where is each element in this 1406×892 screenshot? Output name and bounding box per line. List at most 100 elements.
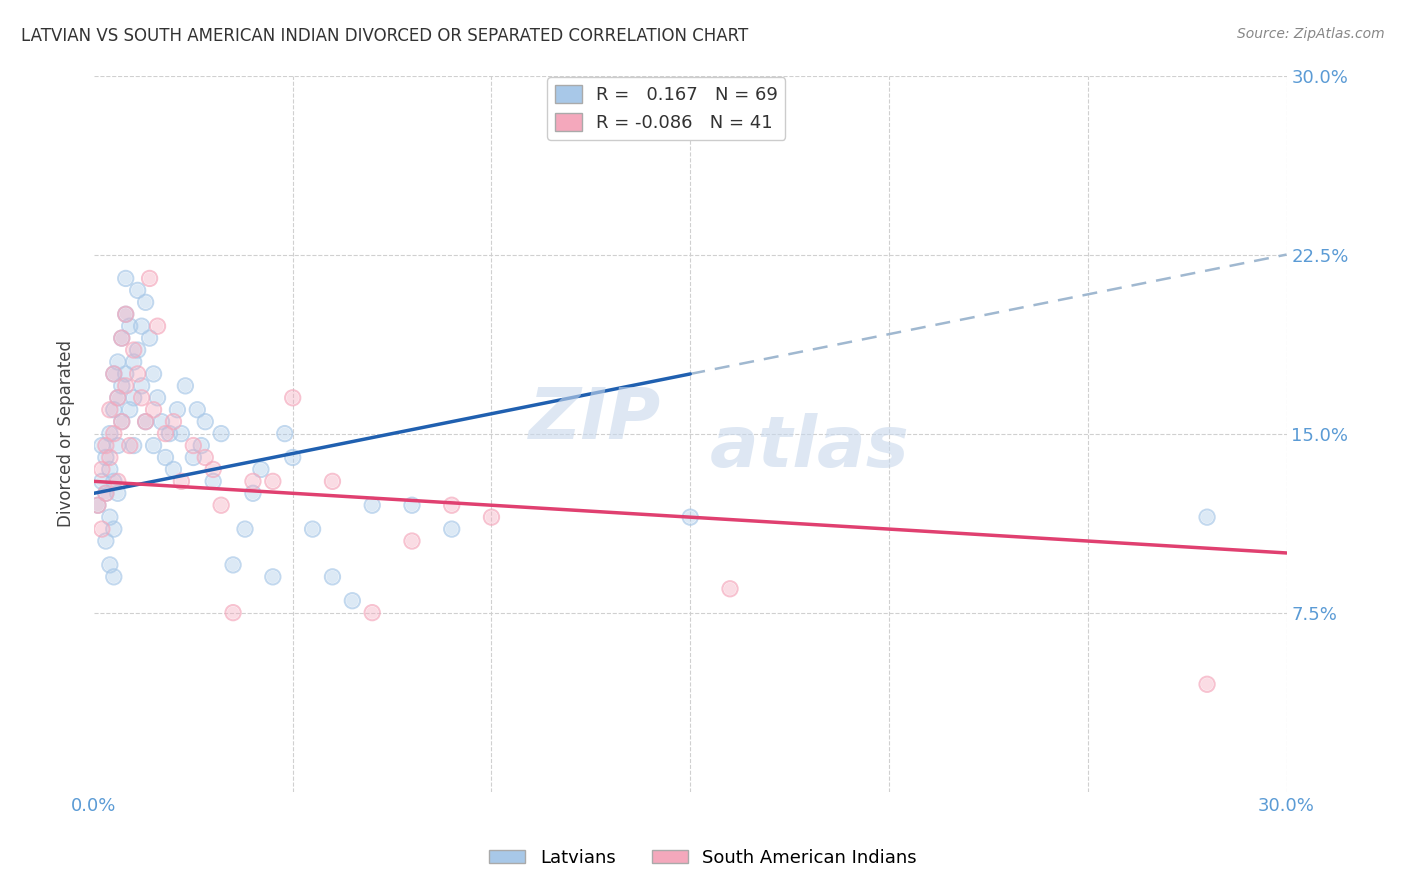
Point <box>301 522 323 536</box>
Point <box>98 510 121 524</box>
Point <box>94 486 117 500</box>
Point <box>146 391 169 405</box>
Point <box>103 367 125 381</box>
Point <box>90 522 112 536</box>
Point <box>274 426 297 441</box>
Point <box>135 295 157 310</box>
Point <box>131 379 153 393</box>
Point <box>98 402 121 417</box>
Point <box>233 522 256 536</box>
Point <box>94 486 117 500</box>
Text: atlas: atlas <box>710 413 910 483</box>
Point <box>103 367 125 381</box>
Point <box>122 355 145 369</box>
Point <box>274 426 297 441</box>
Point <box>98 462 121 476</box>
Y-axis label: Divorced or Separated: Divorced or Separated <box>58 340 75 527</box>
Point <box>162 415 184 429</box>
Point <box>209 426 232 441</box>
Point <box>111 331 134 345</box>
Point <box>90 475 112 489</box>
Point <box>103 475 125 489</box>
Point <box>401 498 423 512</box>
Point <box>127 367 149 381</box>
Point <box>90 438 112 452</box>
Point <box>250 462 273 476</box>
Point <box>209 498 232 512</box>
Point <box>111 331 134 345</box>
Point <box>321 475 343 489</box>
Point <box>146 391 169 405</box>
Point <box>202 475 225 489</box>
Point <box>103 475 125 489</box>
Point <box>111 379 134 393</box>
Point <box>194 450 217 465</box>
Point <box>98 402 121 417</box>
Point <box>111 415 134 429</box>
Point <box>122 355 145 369</box>
Point <box>440 498 463 512</box>
Point <box>103 426 125 441</box>
Point <box>242 475 264 489</box>
Point <box>107 391 129 405</box>
Point <box>107 475 129 489</box>
Point <box>142 402 165 417</box>
Point <box>94 534 117 549</box>
Point <box>103 522 125 536</box>
Point <box>361 606 384 620</box>
Point <box>242 486 264 500</box>
Point <box>560 92 582 106</box>
Point <box>142 438 165 452</box>
Point <box>90 522 112 536</box>
Point <box>401 534 423 549</box>
Point <box>174 379 197 393</box>
Point <box>262 570 284 584</box>
Point <box>114 307 136 321</box>
Point <box>98 558 121 572</box>
Point <box>90 475 112 489</box>
Point <box>142 438 165 452</box>
Point <box>103 570 125 584</box>
Point <box>401 534 423 549</box>
Point <box>142 367 165 381</box>
Point <box>87 498 110 512</box>
Point <box>321 475 343 489</box>
Point <box>202 475 225 489</box>
Point <box>87 498 110 512</box>
Point <box>127 343 149 357</box>
Point <box>142 402 165 417</box>
Point <box>138 331 160 345</box>
Point <box>361 498 384 512</box>
Point <box>118 438 141 452</box>
Point <box>135 415 157 429</box>
Point <box>146 319 169 334</box>
Point <box>170 475 193 489</box>
Point <box>1197 677 1219 691</box>
Point <box>146 319 169 334</box>
Point <box>1197 510 1219 524</box>
Point <box>122 391 145 405</box>
Point <box>114 271 136 285</box>
Point <box>242 486 264 500</box>
Point <box>560 92 582 106</box>
Point <box>114 379 136 393</box>
Point <box>114 367 136 381</box>
Point <box>181 450 204 465</box>
Point <box>142 367 165 381</box>
Point <box>1197 677 1219 691</box>
Point <box>98 426 121 441</box>
Point <box>194 415 217 429</box>
Point <box>131 379 153 393</box>
Point <box>118 402 141 417</box>
Point <box>87 498 110 512</box>
Point <box>194 415 217 429</box>
Point <box>135 415 157 429</box>
Point <box>440 522 463 536</box>
Point <box>262 570 284 584</box>
Point <box>155 450 177 465</box>
Point <box>114 307 136 321</box>
Point <box>170 475 193 489</box>
Point <box>114 307 136 321</box>
Point <box>90 462 112 476</box>
Point <box>138 271 160 285</box>
